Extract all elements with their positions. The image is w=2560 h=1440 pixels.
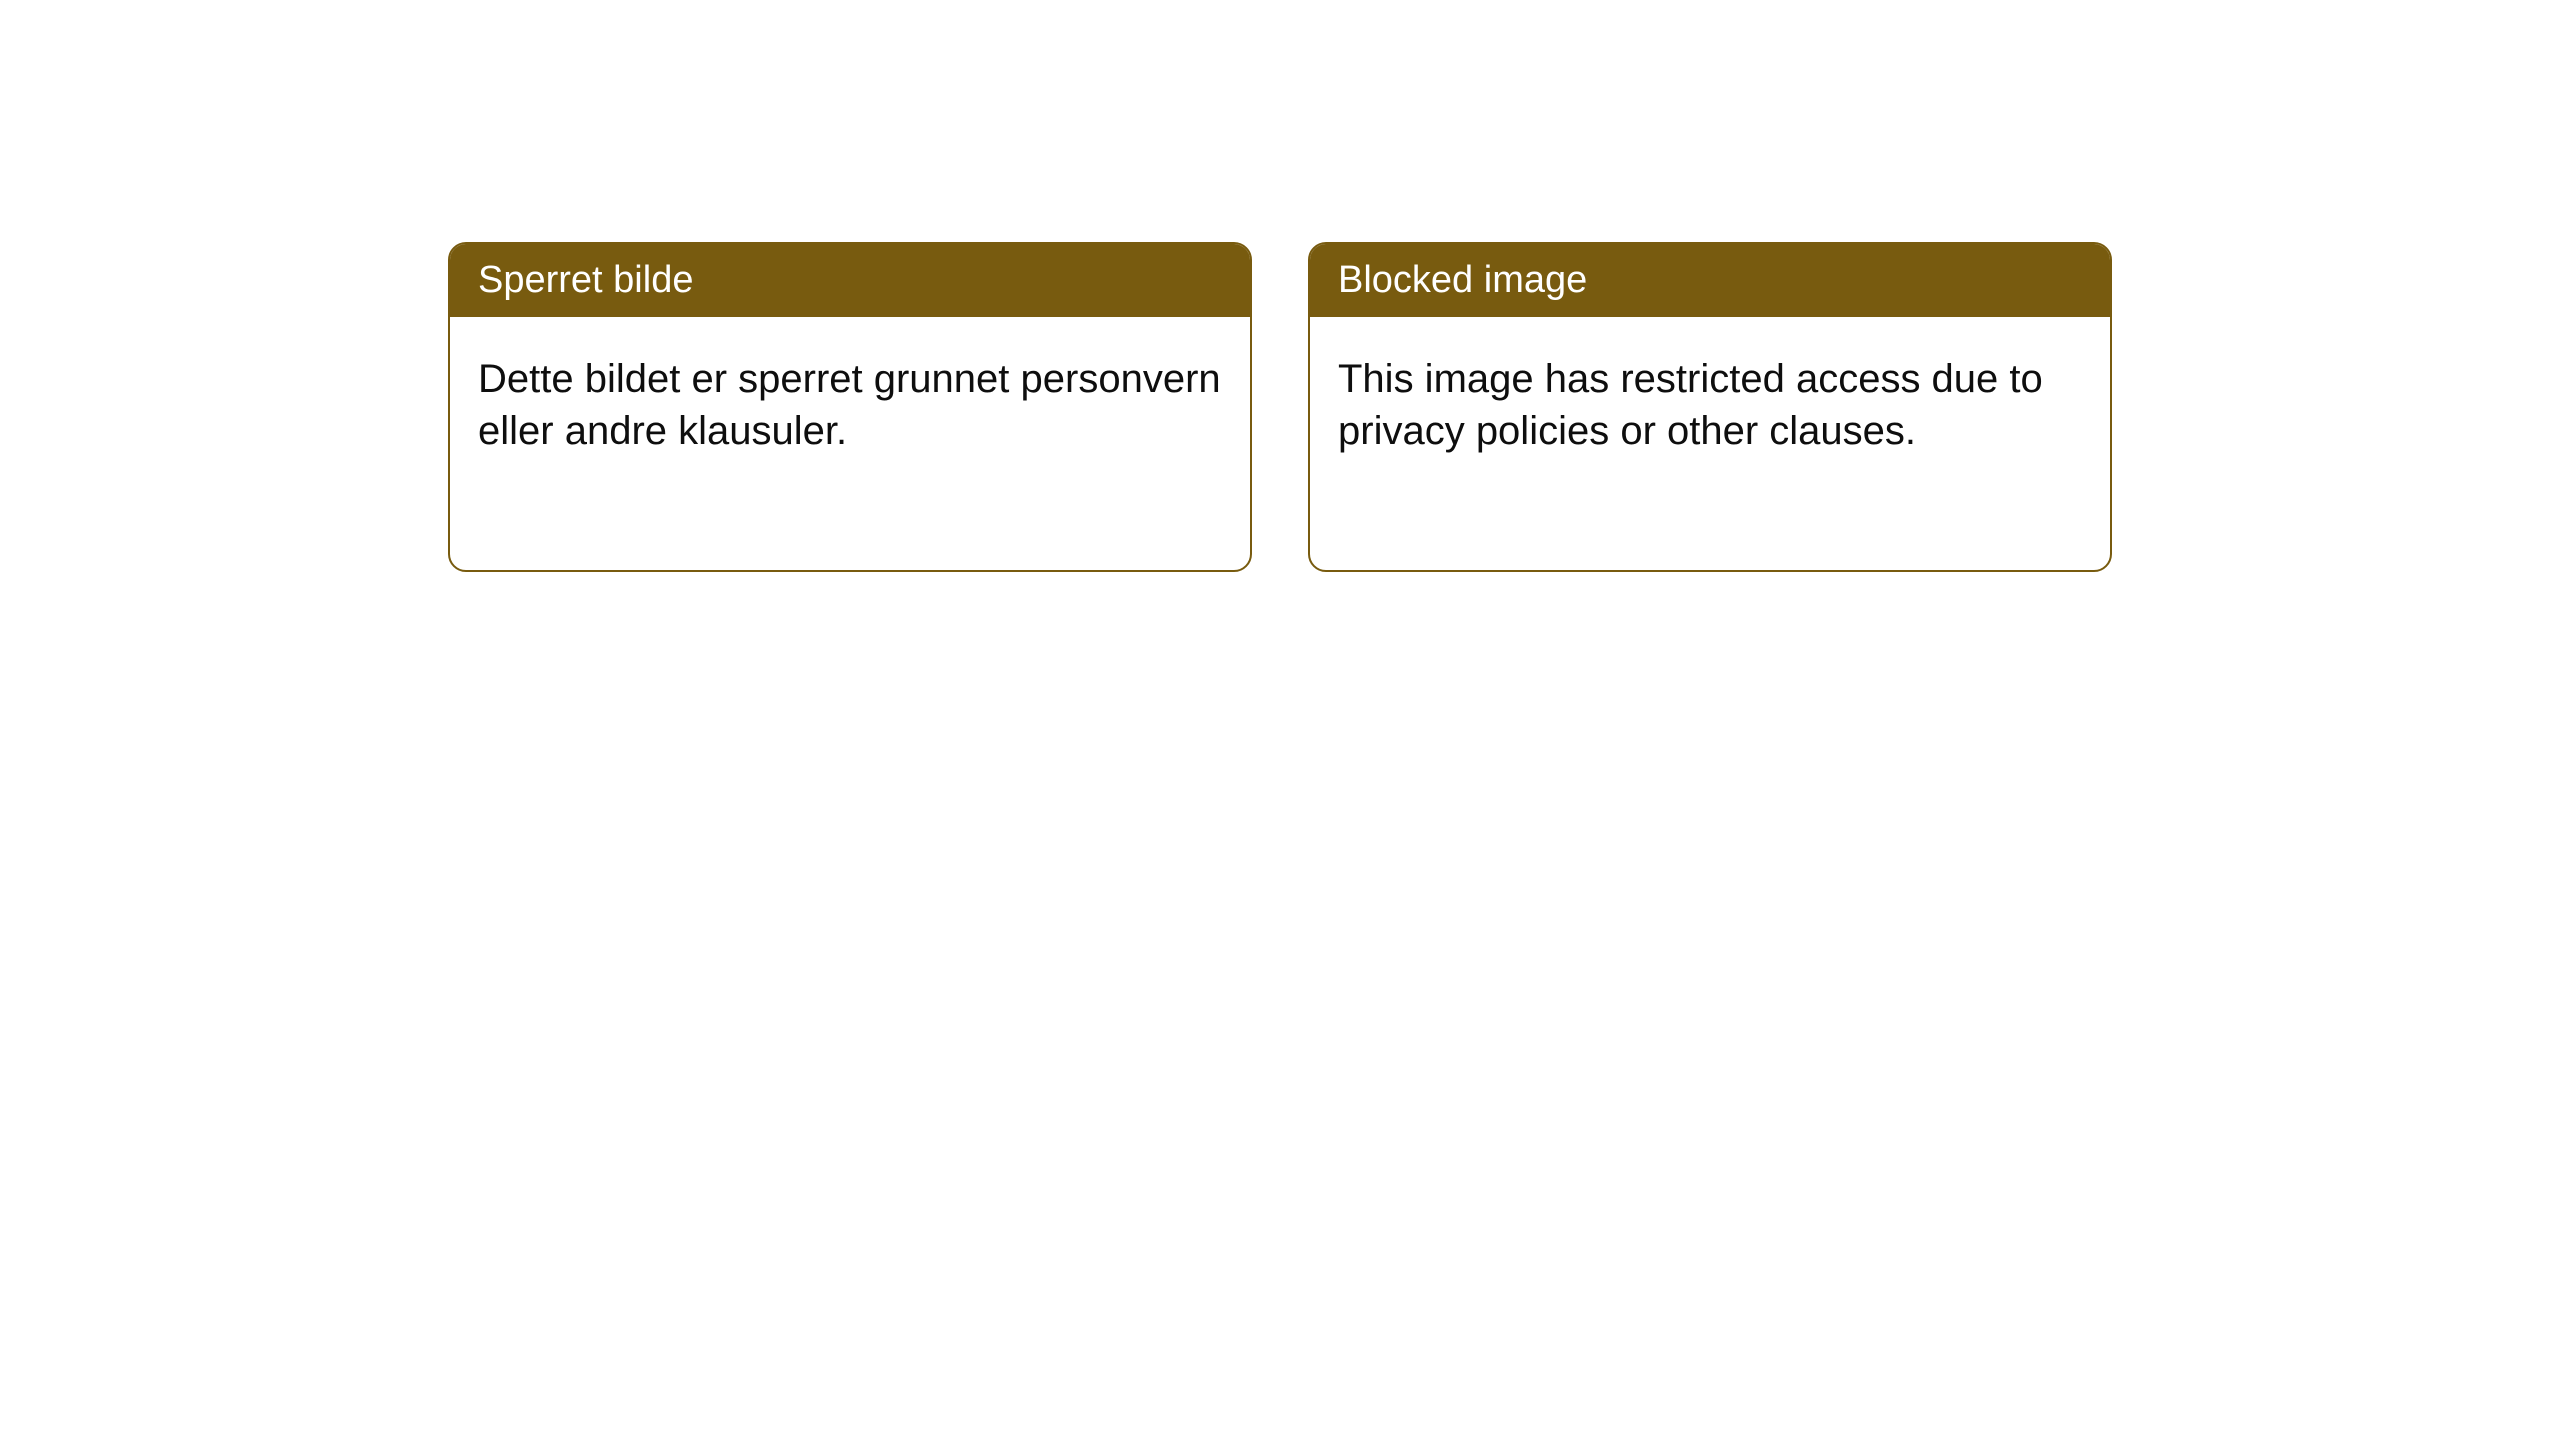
- notice-title-english: Blocked image: [1310, 244, 2110, 317]
- notice-card-english: Blocked image This image has restricted …: [1308, 242, 2112, 572]
- notice-title-norwegian: Sperret bilde: [450, 244, 1250, 317]
- notice-message-english: This image has restricted access due to …: [1310, 317, 2110, 493]
- notice-message-norwegian: Dette bildet er sperret grunnet personve…: [450, 317, 1250, 493]
- notice-card-norwegian: Sperret bilde Dette bildet er sperret gr…: [448, 242, 1252, 572]
- notice-container: Sperret bilde Dette bildet er sperret gr…: [0, 0, 2560, 572]
